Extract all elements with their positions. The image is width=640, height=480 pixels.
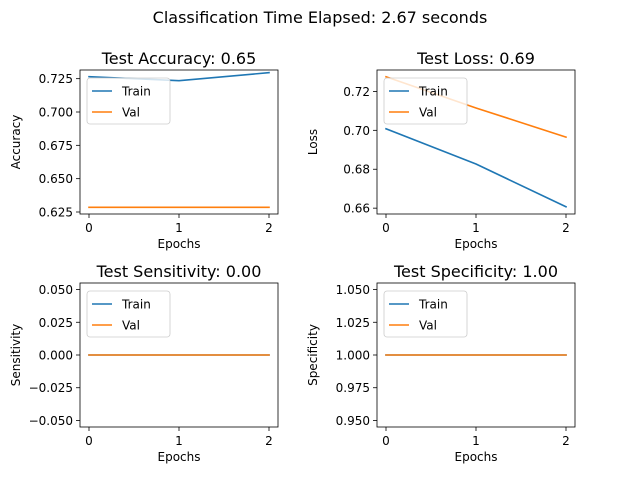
y-tick-label: 0.950 xyxy=(336,414,370,428)
legend-label-val: Val xyxy=(122,319,140,333)
y-tick-label: 1.000 xyxy=(336,349,370,363)
x-tick-label: 2 xyxy=(265,434,273,448)
y-axis-label: Loss xyxy=(306,129,320,155)
x-axis-label: Epochs xyxy=(158,450,201,464)
x-tick-label: 1 xyxy=(472,221,480,235)
y-tick-label: 0.675 xyxy=(39,139,73,153)
x-tick-label: 1 xyxy=(175,221,183,235)
x-axis-label: Epochs xyxy=(455,237,498,251)
x-tick-label: 1 xyxy=(175,434,183,448)
y-tick-label: 0.66 xyxy=(343,202,370,216)
subplot-title: Test Specificity: 1.00 xyxy=(393,262,558,281)
y-tick-label: 1.025 xyxy=(336,316,370,330)
y-tick-label: −0.050 xyxy=(29,414,73,428)
y-tick-label: 0.725 xyxy=(39,72,73,86)
subplot-1: Test Accuracy: 0.65 0 1 2 0.625 0.650 0.675 0.7… xyxy=(9,49,279,251)
y-tick-label: −0.025 xyxy=(29,381,73,395)
legend-label-val: Val xyxy=(122,106,140,120)
x-tick-label: 0 xyxy=(382,434,390,448)
subplot-2: Test Loss: 0.69 0 1 2 0.66 0.68 0.70 0.72 Epochs… xyxy=(306,49,576,251)
y-tick-label: 0.050 xyxy=(39,283,73,297)
subplot-title: Test Loss: 0.69 xyxy=(416,49,535,68)
x-tick-label: 0 xyxy=(382,221,390,235)
x-tick-label: 1 xyxy=(472,434,480,448)
x-axis-label: Epochs xyxy=(158,237,201,251)
legend-label-train: Train xyxy=(418,85,448,99)
subplot-grid: Test Accuracy: 0.65 0 1 2 0.625 0.650 0.675 0.7… xyxy=(9,49,576,464)
y-tick-label: 0.650 xyxy=(39,172,73,186)
x-tick-label: 2 xyxy=(562,434,570,448)
axes-frame xyxy=(79,69,279,215)
y-tick-label: 0.000 xyxy=(39,349,73,363)
series-line-train xyxy=(384,127,568,208)
x-tick-label: 0 xyxy=(85,434,93,448)
subplot-4: Test Specificity: 1.00 0 1 2 0.950 0.975 1.000… xyxy=(306,262,576,464)
x-tick-label: 2 xyxy=(265,221,273,235)
axes-frame xyxy=(376,69,576,215)
subplot-title: Test Accuracy: 0.65 xyxy=(101,49,257,68)
x-tick-label: 0 xyxy=(85,221,93,235)
figure-suptitle: Classification Time Elapsed: 2.67 second… xyxy=(153,8,488,27)
axes-frame xyxy=(376,282,576,428)
legend: Train Val xyxy=(86,290,171,338)
y-axis-label: Specificity xyxy=(306,324,320,386)
y-tick-label: 0.975 xyxy=(336,381,370,395)
x-tick-label: 2 xyxy=(562,221,570,235)
y-tick-label: 0.70 xyxy=(343,124,370,138)
y-axis-label: Sensitivity xyxy=(9,324,23,386)
legend: Train Val xyxy=(86,77,171,125)
legend-label-val: Val xyxy=(419,106,437,120)
y-tick-label: 0.025 xyxy=(39,316,73,330)
y-tick-label: 0.700 xyxy=(39,106,73,120)
axes-frame xyxy=(79,282,279,428)
y-axis-label: Accuracy xyxy=(9,115,23,170)
x-axis-label: Epochs xyxy=(455,450,498,464)
legend-label-train: Train xyxy=(121,85,151,99)
y-tick-label: 0.625 xyxy=(39,206,73,220)
legend: Train Val xyxy=(383,77,468,125)
legend-label-train: Train xyxy=(121,298,151,312)
subplot-title: Test Sensitivity: 0.00 xyxy=(96,262,262,281)
legend-label-train: Train xyxy=(418,298,448,312)
subplot-3: Test Sensitivity: 0.00 0 1 2 −0.050 −0.025 0.0… xyxy=(9,262,279,464)
legend-label-val: Val xyxy=(419,319,437,333)
y-tick-label: 1.050 xyxy=(336,283,370,297)
y-tick-label: 0.72 xyxy=(343,85,370,99)
legend: Train Val xyxy=(383,290,468,338)
y-tick-label: 0.68 xyxy=(343,163,370,177)
